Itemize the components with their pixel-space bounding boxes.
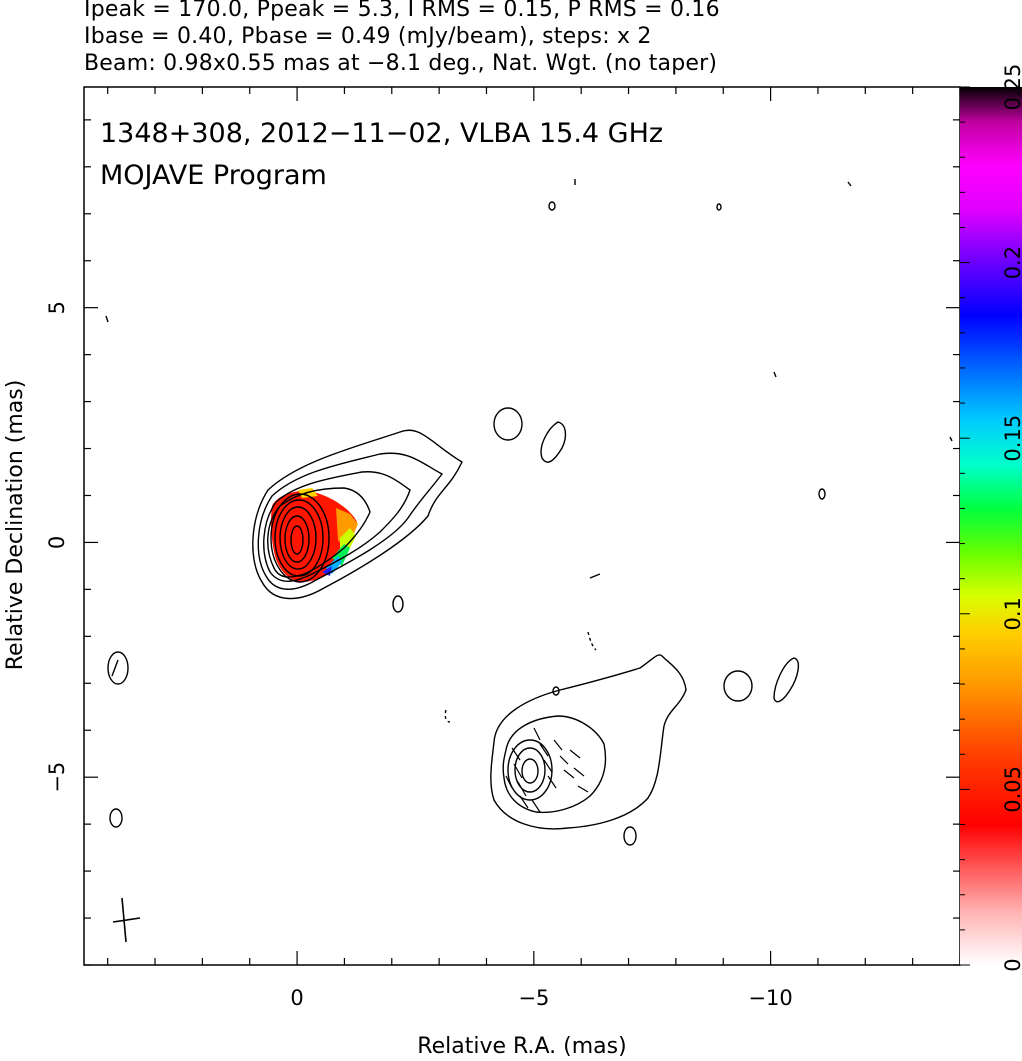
y-axis-title: Relative Declination (mas) — [3, 380, 28, 671]
isolated-contour — [392, 595, 404, 613]
colorbar-tick-label: 0 — [1001, 958, 1022, 971]
secondary-contour-level-2 — [502, 715, 607, 814]
isolated-contour — [723, 670, 753, 702]
contour-level-9 — [290, 525, 304, 555]
colorbar-ticks: 0 0.05 0.1 0.15 0.2 0.25 — [960, 64, 1022, 972]
isolated-contour — [493, 407, 523, 441]
isolated-contour — [111, 659, 119, 677]
isolated-contour — [105, 179, 953, 442]
secondary-contour-level-4 — [514, 747, 546, 793]
header-line-2: Ibase = 0.40, Pbase = 0.49 (mJy/beam), s… — [84, 24, 652, 49]
contour-level-1 — [252, 429, 463, 600]
plot-frame — [83, 86, 961, 966]
polarization-vectors — [505, 727, 589, 813]
colorbar-tick-label: 0.05 — [1001, 766, 1022, 813]
y-tick-label: −5 — [45, 762, 69, 793]
x-axis-title: Relative R.A. (mas) — [417, 1034, 626, 1059]
isolated-contour — [540, 421, 567, 463]
x-tick-label: −5 — [518, 986, 549, 1010]
colorbar-tick-label: 0.15 — [1001, 415, 1022, 462]
header-line-3: Beam: 0.98x0.55 mas at −8.1 deg., Nat. W… — [84, 51, 718, 76]
y-tick-label: 5 — [45, 301, 69, 314]
contour-level-6 — [274, 499, 324, 577]
intensity-contours — [105, 179, 953, 846]
colorbar — [960, 87, 1022, 965]
program-annotation: MOJAVE Program — [100, 160, 327, 191]
header-line-1: Ipeak = 170.0, Ppeak = 5.3, I RMS = 0.15… — [84, 0, 720, 22]
colorbar-tick-label: 0.2 — [1001, 246, 1022, 279]
isolated-contour — [548, 201, 556, 211]
axis-ticks: 0 −5 −10 5 0 −5 — [45, 87, 961, 1010]
contour-level-7 — [279, 506, 317, 570]
isolated-contour — [716, 203, 722, 211]
isolated-contour — [552, 686, 560, 696]
secondary-contour-level-5 — [521, 758, 539, 784]
isolated-contour — [623, 826, 637, 846]
x-tick-label: 0 — [290, 986, 303, 1010]
x-tick-label: −10 — [748, 986, 792, 1010]
secondary-contour-level-3 — [507, 739, 553, 801]
secondary-contour-level-1 — [490, 654, 687, 830]
isolated-contour — [107, 651, 129, 685]
contour-level-3 — [263, 471, 411, 582]
contour-level-8 — [284, 515, 310, 563]
isolated-contour — [818, 488, 826, 500]
contour-level-2 — [257, 452, 444, 590]
isolated-contour — [589, 573, 601, 579]
isolated-contour — [773, 657, 800, 703]
beam-marker — [112, 897, 141, 943]
negative-contour — [444, 631, 597, 723]
colorbar-tick-label: 0.1 — [1001, 597, 1022, 630]
contour-level-5 — [270, 493, 330, 583]
y-tick-label: 0 — [45, 536, 69, 549]
isolated-contour — [109, 808, 123, 828]
source-annotation: 1348+308, 2012−11−02, VLBA 15.4 GHz — [100, 118, 663, 149]
colorbar-tick-label: 0.25 — [1001, 64, 1022, 111]
